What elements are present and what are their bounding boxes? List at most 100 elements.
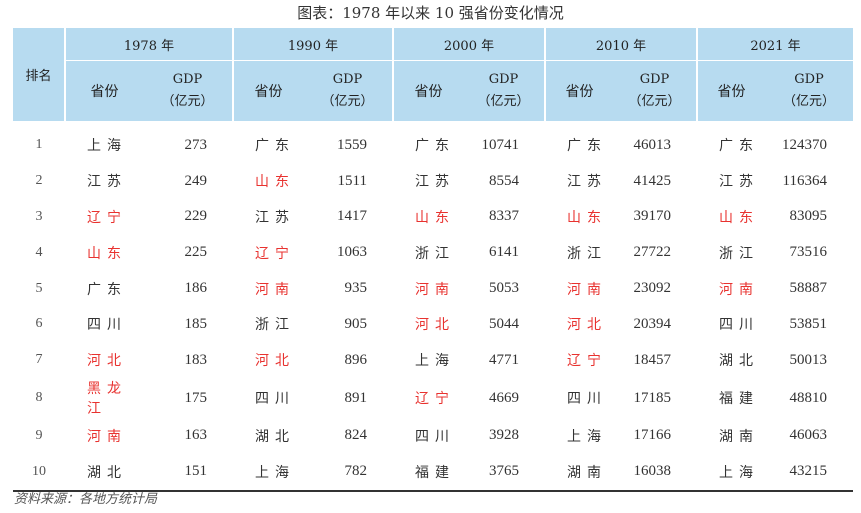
gdp-cell: 905: [344, 315, 368, 332]
rank-cell: 9: [35, 427, 43, 443]
gdp-cell: 5053: [489, 280, 519, 297]
gdp-cell: 4771: [489, 351, 519, 368]
province-cell: 四川: [567, 391, 607, 408]
province-cell: 河北: [87, 353, 127, 370]
gdp-cell: 17185: [633, 389, 672, 406]
province-cell: 浙江: [255, 317, 295, 334]
rank-cell: 4: [35, 244, 43, 260]
gdp-cell: 46013: [633, 136, 672, 153]
gdp-cell: 48810: [789, 389, 828, 406]
gdp-cell: 58887: [789, 280, 828, 297]
table-row: 5 广东 186 河南 935 河南 5053 河南 23092 河南 58887: [13, 271, 853, 307]
gdp-cell: 4669: [489, 389, 519, 406]
gdp-cell: 39170: [633, 208, 672, 225]
province-cell: 上海: [719, 464, 759, 481]
year-header: 2021 年: [696, 28, 853, 61]
table-row: 6 四川 185 浙江 905 河北 5044 河北 20394 四川 53851: [13, 306, 853, 342]
gdp-cell: 17166: [633, 427, 672, 444]
province-cell: 河南: [567, 281, 607, 298]
province-cell: 山东: [567, 209, 607, 226]
province-cell: 上海: [87, 138, 127, 155]
gdp-cell: 43215: [789, 463, 828, 480]
province-cell: 四川: [255, 391, 295, 408]
gdp-cell: 1511: [337, 172, 367, 189]
gdp-cell: 5044: [489, 315, 519, 332]
province-cell: 广东: [87, 281, 127, 298]
gdp-header: GDP （亿元）: [463, 60, 545, 121]
province-cell: 辽宁: [87, 209, 127, 226]
gdp-cell: 50013: [789, 351, 828, 368]
province-cell: 河南: [719, 281, 759, 298]
gdp-cell: 891: [344, 389, 368, 406]
gdp-cell: 83095: [789, 208, 828, 225]
province-cell: 广东: [415, 138, 455, 155]
province-header: 省份: [64, 60, 143, 121]
table-row: 3 辽宁 229 江苏 1417 山东 8337 山东 39170 山东 83095: [13, 199, 853, 235]
year-header-row: 排名 1978 年 1990 年 2000 年 2010 年 2021 年: [13, 28, 853, 122]
gdp-cell: 183: [184, 351, 208, 368]
gdp-cell: 229: [184, 208, 208, 225]
gdp-header: GDP （亿元）: [143, 60, 233, 121]
province-cell: 浙江: [567, 245, 607, 262]
table-row: 9 河南 163 湖北 824 四川 3928 上海 17166 湖南 46063: [13, 418, 853, 454]
rank-cell: 2: [35, 173, 43, 189]
rank-cell: 10: [32, 463, 46, 479]
gdp-cell: 10741: [481, 136, 520, 153]
gdp-cell: 27722: [633, 244, 672, 261]
gdp-cell: 53851: [789, 315, 828, 332]
province-cell: 四川: [719, 317, 759, 334]
year-header: 2010 年: [544, 28, 697, 61]
gdp-cell: 3765: [489, 463, 519, 480]
province-cell: 江苏: [567, 174, 607, 191]
province-cell: 四川: [415, 428, 455, 445]
gdp-cell: 273: [184, 136, 208, 153]
gdp-cell: 8554: [489, 172, 519, 189]
gdp-cell: 186: [184, 280, 208, 297]
gdp-cell: 185: [184, 315, 208, 332]
province-cell: 浙江: [719, 245, 759, 262]
gdp-cell: 16038: [633, 463, 672, 480]
gdp-cell: 175: [184, 389, 208, 406]
province-cell: 山东: [719, 209, 759, 226]
gdp-cell: 151: [184, 463, 208, 480]
province-gdp-table: 排名 1978 年 1990 年 2000 年 2010 年 2021 年 省份…: [13, 28, 853, 492]
province-cell: 湖北: [719, 353, 759, 370]
table-row: 10 湖北 151 上海 782 福建 3765 湖南 16038 上海 43215: [13, 454, 853, 491]
table-row: 4 山东 225 辽宁 1063 浙江 6141 浙江 27722 浙江 73516: [13, 235, 853, 271]
gdp-cell: 1063: [337, 244, 367, 261]
gdp-cell: 23092: [633, 280, 672, 297]
province-cell: 河北: [255, 353, 295, 370]
province-cell: 辽宁: [255, 245, 295, 262]
gdp-cell: 824: [344, 427, 368, 444]
column-header-row: 省份 GDP （亿元） 省份 GDP （亿元） 省份 GDP （亿元） 省份 GDP （…: [13, 60, 853, 121]
province-cell: 河南: [415, 281, 455, 298]
province-header: 省份: [232, 60, 303, 121]
province-header: 省份: [696, 60, 765, 121]
province-cell: 辽宁: [415, 391, 455, 408]
table-row: 2 江苏 249 山东 1511 江苏 8554 江苏 41425 江苏 116364: [13, 163, 853, 199]
province-cell: 江苏: [255, 209, 295, 226]
province-cell: 湖南: [719, 428, 759, 445]
gdp-cell: 41425: [633, 172, 672, 189]
rank-cell: 5: [35, 280, 43, 296]
gdp-header: GDP （亿元）: [765, 60, 853, 121]
province-cell: 山东: [87, 245, 127, 262]
province-cell: 福建: [719, 391, 759, 408]
gdp-cell: 3928: [489, 427, 519, 444]
gdp-header: GDP （亿元）: [613, 60, 697, 121]
province-cell: 江苏: [719, 174, 759, 191]
rank-cell: 1: [35, 137, 43, 153]
province-cell: 江苏: [415, 174, 455, 191]
province-cell: 广东: [719, 138, 759, 155]
table-body: 1 上海 273 广东 1559 广东 10741 广东 46013 广东 124370 2 江苏 249…: [13, 121, 853, 491]
province-cell: 湖北: [87, 464, 127, 481]
province-cell: 河北: [415, 317, 455, 334]
province-cell: 广东: [567, 138, 607, 155]
gdp-header: GDP （亿元）: [303, 60, 393, 121]
table-row: 1 上海 273 广东 1559 广东 10741 广东 46013 广东 124370: [13, 121, 853, 163]
gdp-cell: 73516: [789, 244, 828, 261]
province-cell: 上海: [415, 353, 455, 370]
year-header: 1978 年: [64, 28, 233, 61]
province-cell: 福建: [415, 464, 455, 481]
province-cell: 湖北: [255, 428, 295, 445]
